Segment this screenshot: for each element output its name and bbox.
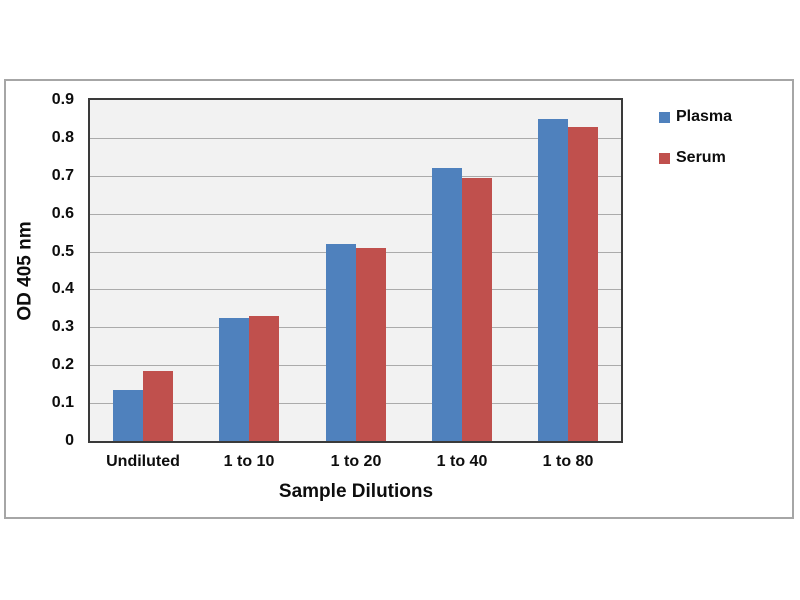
legend-item-plasma: Plasma — [659, 108, 732, 126]
gridline-0.7 — [90, 176, 621, 177]
legend-label: Plasma — [676, 108, 733, 125]
bar-serum-undiluted — [143, 371, 173, 441]
y-axis-title: OD 405 nm — [14, 221, 36, 321]
legend-swatch-icon — [659, 111, 670, 123]
legend-label: Serum — [676, 149, 726, 166]
bar-plasma-1-to-40 — [432, 168, 462, 441]
x-tick-label-1-to-20: 1 to 20 — [330, 453, 382, 470]
bar-serum-1-to-80 — [568, 127, 598, 441]
bar-serum-1-to-40 — [462, 178, 492, 441]
plot-area — [88, 98, 623, 443]
y-tick-label-0.9: 0.9 — [51, 91, 74, 108]
bar-plasma-1-to-80 — [538, 119, 568, 441]
y-tick-label-0: 0 — [65, 432, 74, 449]
legend-item-serum: Serum — [659, 149, 732, 167]
y-tick-label-0.7: 0.7 — [51, 167, 74, 184]
x-tick-label-1-to-10: 1 to 10 — [223, 453, 275, 470]
legend-swatch-icon — [659, 152, 670, 164]
bar-plasma-1-to-20 — [326, 244, 356, 441]
legend: Plasma Serum — [659, 108, 732, 167]
gridline-0.8 — [90, 138, 621, 139]
x-tick-label-undiluted: Undiluted — [106, 453, 180, 470]
y-tick-label-0.8: 0.8 — [51, 129, 74, 146]
bar-serum-1-to-20 — [356, 248, 386, 441]
y-tick-label-0.2: 0.2 — [51, 356, 74, 373]
y-tick-label-0.1: 0.1 — [51, 394, 74, 411]
bar-plasma-1-to-10 — [219, 318, 249, 441]
y-tick-label-0.4: 0.4 — [51, 280, 74, 297]
gridline-0.6 — [90, 214, 621, 215]
bar-serum-1-to-10 — [249, 316, 279, 441]
y-tick-label-0.5: 0.5 — [51, 243, 74, 260]
y-tick-label-0.3: 0.3 — [51, 318, 74, 335]
y-tick-label-0.6: 0.6 — [51, 205, 74, 222]
bar-plasma-undiluted — [113, 390, 143, 441]
x-tick-label-1-to-40: 1 to 40 — [436, 453, 488, 470]
x-axis-title: Sample Dilutions — [278, 481, 434, 502]
x-tick-label-1-to-80: 1 to 80 — [542, 453, 594, 470]
